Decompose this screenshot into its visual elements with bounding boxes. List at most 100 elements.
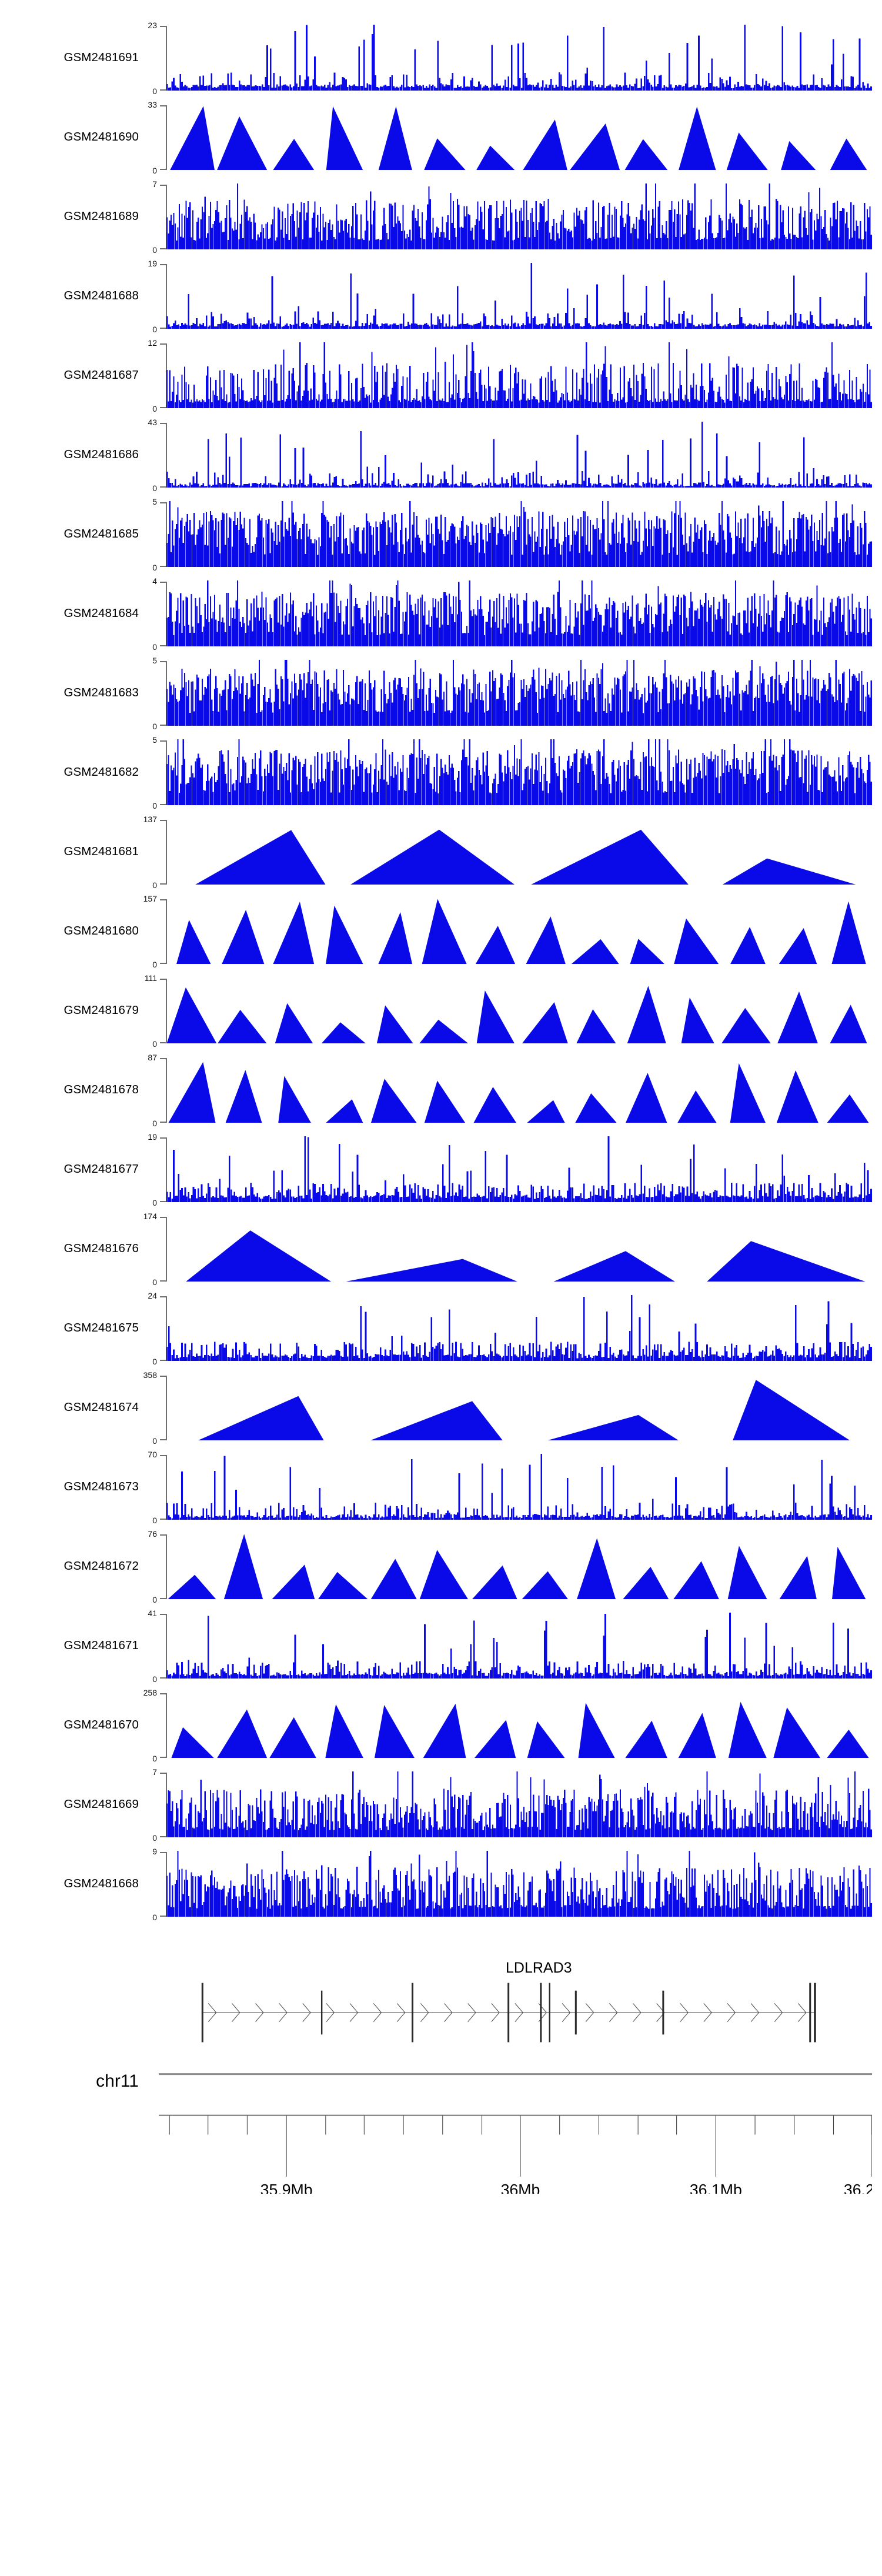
strand-arrow-icon	[491, 2003, 500, 2022]
y-axis-min-label: 0	[152, 404, 157, 413]
y-axis-line	[166, 1693, 167, 1758]
exon[interactable]	[201, 1983, 203, 2043]
gene-label: LDLRAD3	[506, 1960, 572, 1976]
track-data-area[interactable]	[166, 1851, 872, 1917]
track-data-area[interactable]	[166, 501, 872, 567]
track-label-gsm2481683: GSM2481683	[64, 685, 139, 699]
coverage-track: GSM2481690 33 0	[0, 97, 882, 176]
y-axis-min-label: 0	[152, 563, 157, 572]
y-axis-tick-min	[160, 1439, 166, 1440]
track-y-axis: 111 0	[145, 973, 167, 1049]
gene-model-svg[interactable]	[159, 1977, 872, 2048]
track-data-area[interactable]	[166, 580, 872, 646]
track-data-area[interactable]	[166, 183, 872, 249]
chromosome-axis-svg[interactable]: 35.9Mb 36Mb 36.1Mb 36.2Mb	[159, 2058, 872, 2194]
coverage-plot	[166, 1771, 872, 1837]
exon[interactable]	[662, 1990, 664, 2035]
exon[interactable]	[412, 1983, 414, 2043]
track-y-axis: 19 0	[148, 259, 167, 334]
track-y-axis: 33 0	[148, 100, 167, 175]
y-axis-tick-max	[160, 661, 166, 662]
track-plot[interactable]: 137 0	[143, 815, 872, 890]
track-data-area[interactable]	[166, 1136, 872, 1202]
y-axis-min-label: 0	[152, 86, 157, 96]
track-plot[interactable]: 19 0	[148, 1132, 872, 1207]
strand-arrow-icon	[656, 2003, 665, 2022]
track-data-area[interactable]	[166, 104, 872, 170]
track-plot[interactable]: 157 0	[143, 894, 872, 969]
coverage-plot	[166, 899, 872, 964]
coverage-plot	[166, 1295, 872, 1361]
track-plot[interactable]: 358 0	[143, 1370, 872, 1446]
y-axis-tick-max	[160, 26, 166, 27]
track-label-gsm2481682: GSM2481682	[64, 765, 139, 779]
track-data-area[interactable]	[166, 1692, 872, 1758]
track-plot[interactable]: 19 0	[148, 259, 872, 334]
track-data-area[interactable]	[166, 660, 872, 726]
y-axis-min-label: 0	[152, 960, 157, 969]
track-data-area[interactable]	[166, 1057, 872, 1123]
exon[interactable]	[507, 1983, 510, 2043]
y-axis-min-label: 0	[152, 642, 157, 652]
coverage-plot	[166, 1534, 872, 1599]
axis-tick-label: 36.2Mb	[844, 2181, 872, 2194]
coverage-plot	[166, 1851, 872, 1917]
exon[interactable]	[320, 1990, 323, 2035]
y-axis-tick-min	[160, 725, 166, 726]
track-data-area[interactable]	[166, 977, 872, 1043]
coverage-plot	[166, 829, 872, 885]
track-plot[interactable]: 174 0	[143, 1212, 872, 1287]
track-data-area[interactable]	[166, 1533, 872, 1599]
track-plot[interactable]: 24 0	[148, 1291, 872, 1366]
track-data-area[interactable]	[166, 263, 872, 329]
coverage-track: GSM2481677 19 0	[0, 1129, 882, 1209]
track-data-area[interactable]	[166, 1295, 872, 1361]
coverage-plot	[166, 1062, 872, 1123]
track-plot[interactable]: 12 0	[148, 338, 872, 413]
track-label-gsm2481687: GSM2481687	[64, 368, 139, 382]
track-plot[interactable]: 70 0	[148, 1450, 872, 1525]
track-data-area[interactable]	[166, 819, 872, 885]
track-data-area[interactable]	[166, 25, 872, 91]
exon[interactable]	[809, 1983, 811, 2043]
track-data-area[interactable]	[166, 342, 872, 408]
track-plot[interactable]: 76 0	[148, 1529, 872, 1604]
track-data-area[interactable]	[166, 422, 872, 488]
coverage-plot	[166, 263, 872, 329]
coverage-track: GSM2481680 157 0	[0, 891, 882, 970]
exon[interactable]	[540, 1983, 542, 2043]
exon[interactable]	[549, 1983, 550, 2043]
track-data-area[interactable]	[166, 1613, 872, 1679]
track-plot[interactable]: 41 0	[148, 1609, 872, 1684]
track-data-area[interactable]	[166, 1454, 872, 1520]
track-data-area[interactable]	[166, 898, 872, 964]
track-plot[interactable]: 43 0	[148, 418, 872, 493]
y-axis-line	[166, 979, 167, 1043]
track-plot[interactable]: 23 0	[148, 21, 872, 96]
y-axis-tick-min	[160, 1757, 166, 1758]
track-plot[interactable]: 111 0	[145, 973, 872, 1049]
y-axis-line	[166, 26, 167, 91]
exon[interactable]	[814, 1983, 816, 2043]
track-data-area[interactable]	[166, 1771, 872, 1837]
track-data-area[interactable]	[166, 1216, 872, 1282]
track-plot[interactable]: 87 0	[148, 1053, 872, 1128]
track-y-axis: 23 0	[148, 21, 167, 96]
y-axis-tick-min	[160, 169, 166, 170]
exon[interactable]	[574, 1990, 577, 2035]
coverage-track: GSM2481674 358 0	[0, 1367, 882, 1447]
track-data-area[interactable]	[166, 739, 872, 805]
track-plot[interactable]: 33 0	[148, 100, 872, 175]
y-axis-tick-max	[160, 1376, 166, 1377]
track-plot[interactable]: 258 0	[143, 1688, 872, 1763]
track-data-area[interactable]	[166, 1374, 872, 1440]
y-axis-min-label: 0	[152, 1357, 157, 1366]
